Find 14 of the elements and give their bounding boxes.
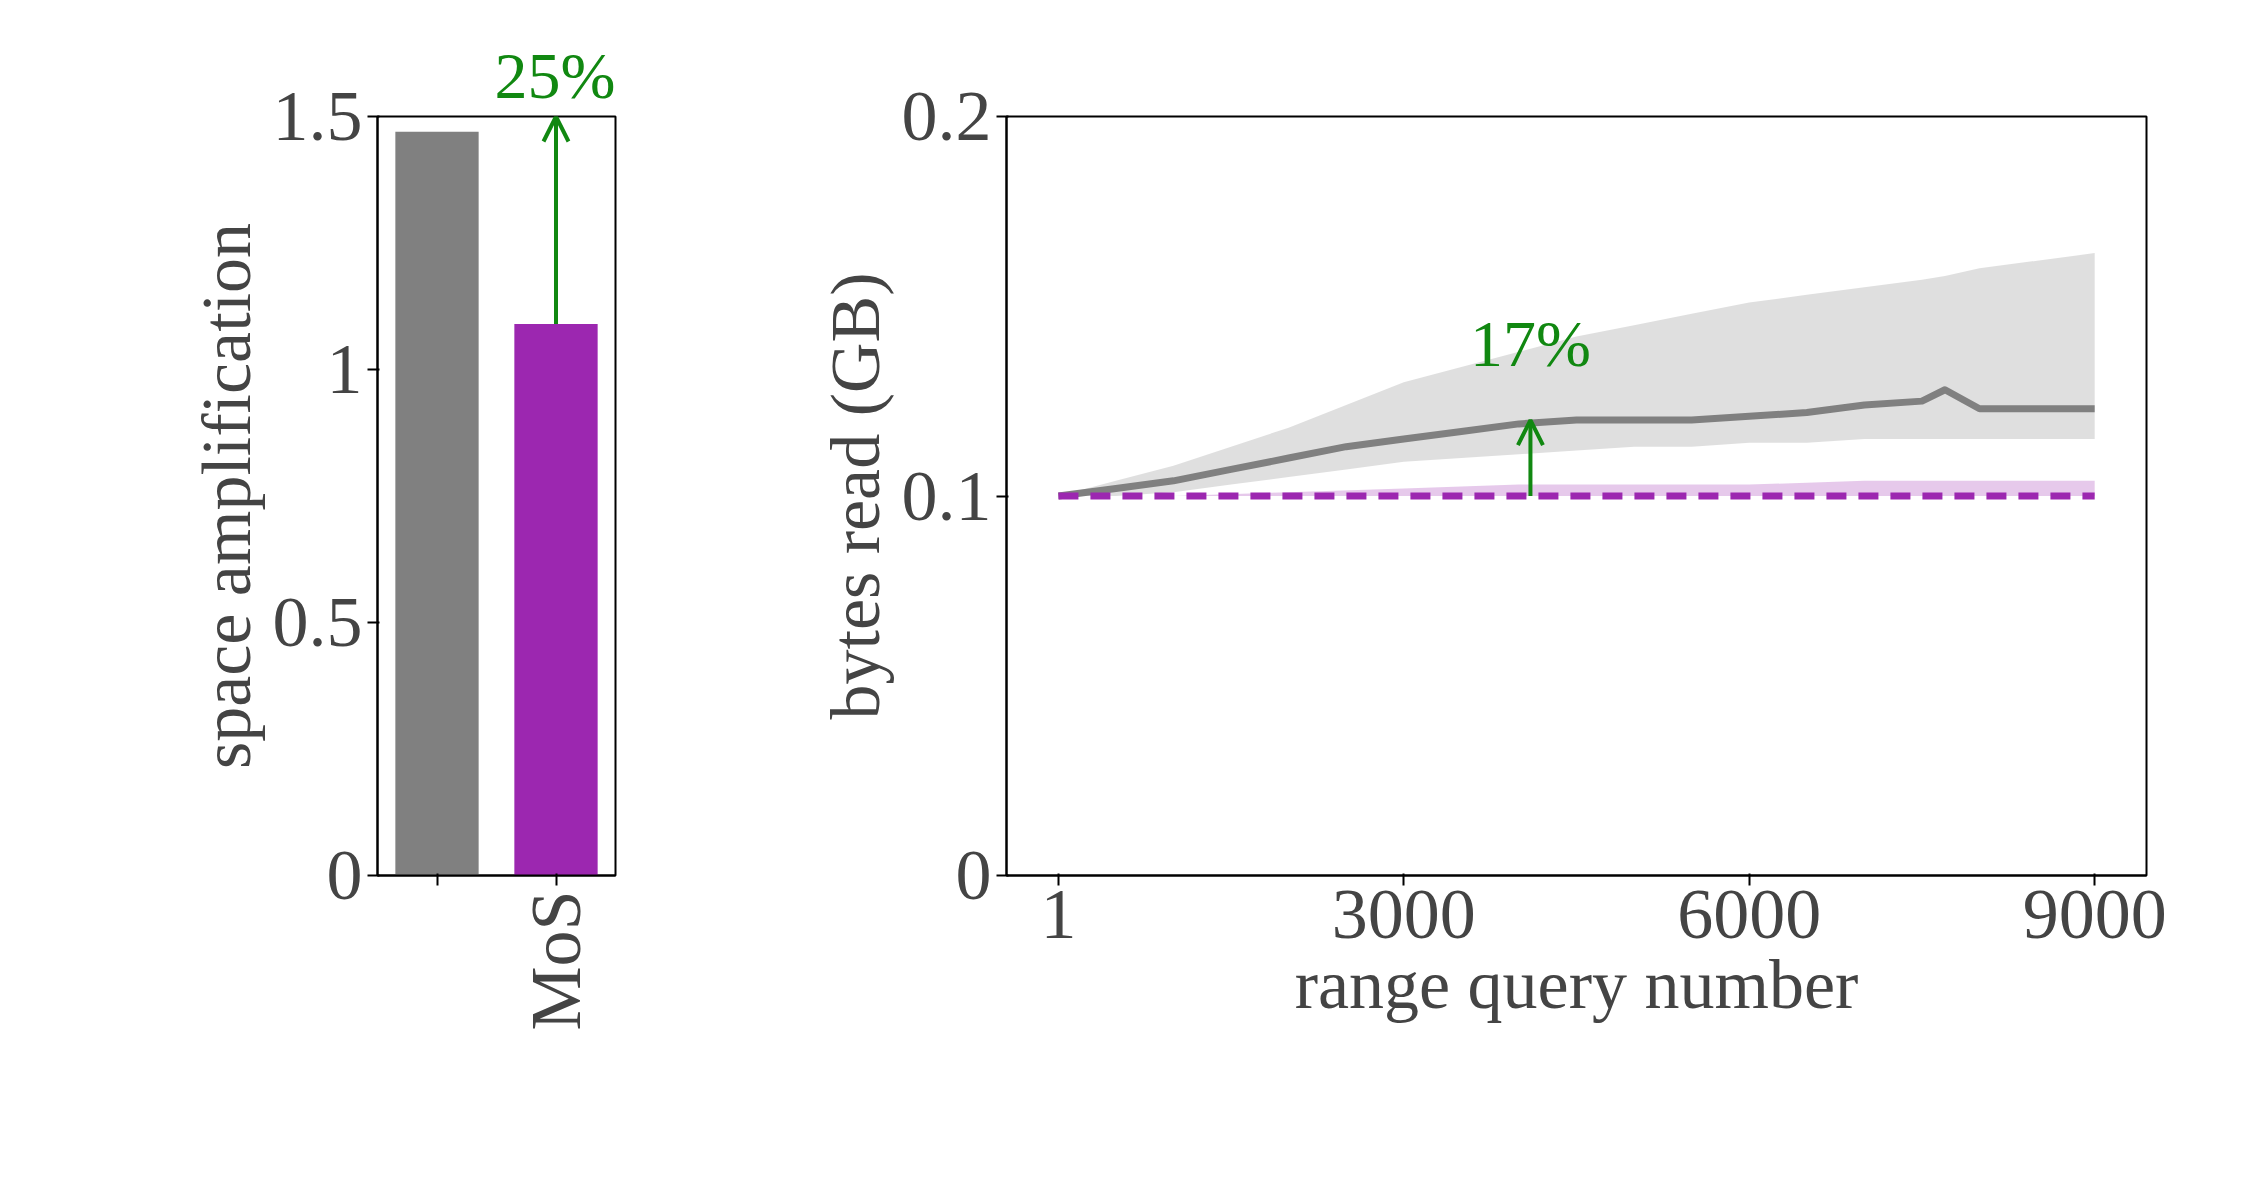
y-tick-label: 0.2: [901, 76, 992, 156]
y-axis-title: bytes read (GB): [816, 272, 894, 720]
y-tick-label: 0: [326, 835, 363, 915]
text: 25%: [494, 38, 616, 112]
y-tick-label: 0: [955, 835, 992, 915]
y-tick-label: 0.1: [901, 455, 992, 536]
annotation: 17%: [1469, 307, 1591, 381]
x-tick-label: 9000: [2022, 873, 2167, 954]
x-tick-label: 1: [1040, 873, 1077, 954]
y-tick-label: 1.5: [272, 76, 363, 156]
x-tick-label: MoS: [516, 890, 596, 1031]
y-tick-label: 1: [326, 329, 363, 409]
y-axis-title: space amplification: [187, 222, 265, 770]
y-tick-label: 0.5: [272, 582, 363, 662]
